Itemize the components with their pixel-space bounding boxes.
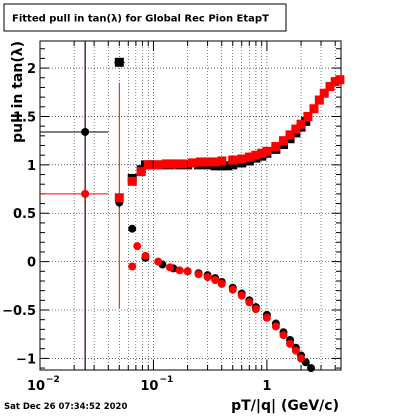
data-point-circle: [133, 242, 142, 251]
data-point-circle: [81, 127, 90, 136]
data-point-circle: [203, 273, 212, 282]
data-point-square: [148, 160, 158, 170]
grid: [40, 41, 341, 370]
data-point-square: [309, 104, 319, 114]
data-point-square: [330, 77, 340, 87]
data-point-circle: [128, 224, 137, 233]
y-tick-label: 2: [27, 62, 36, 77]
data-point-square: [314, 95, 324, 105]
data-point-circle: [228, 285, 237, 294]
y-tick-label: 1.5: [13, 110, 36, 125]
data-point-square: [278, 136, 288, 146]
data-point-circle: [154, 257, 163, 266]
data-point-square: [177, 159, 187, 169]
data-point-square: [291, 124, 301, 134]
x-tick-exponent: −2: [46, 375, 60, 385]
data-point-square: [114, 57, 124, 67]
timestamp: Sat Dec 26 07:34:52 2020: [4, 402, 127, 412]
data-point-square: [143, 160, 153, 170]
data-point-square: [251, 150, 261, 160]
data-point-circle: [271, 322, 280, 331]
data-point-circle: [279, 331, 288, 340]
data-point-square: [335, 75, 345, 85]
series-red: [81, 75, 345, 363]
y-tick-label: −1: [16, 352, 36, 367]
data-point-square: [114, 193, 124, 203]
data-point-square: [301, 116, 311, 126]
data-point-circle: [297, 354, 306, 363]
data-point-square: [228, 160, 238, 170]
data-point-square: [183, 160, 193, 170]
data-point-square: [237, 154, 247, 164]
data-point-square: [271, 141, 281, 151]
data-point-square: [187, 158, 197, 168]
data-point-square: [217, 161, 227, 171]
data-point-square: [223, 161, 233, 171]
data-point-circle: [245, 298, 254, 307]
error-bars: [40, 41, 125, 370]
x-axis-label: pT/|q| (GeV/c): [231, 398, 339, 414]
data-point-square: [136, 167, 146, 177]
data-point-circle: [128, 262, 137, 271]
data-point-square: [196, 157, 206, 167]
data-point-circle: [166, 263, 175, 272]
data-point-square: [168, 159, 178, 169]
data-point-circle: [217, 279, 226, 288]
data-point-square: [127, 176, 137, 186]
x-tick-label: 10: [27, 379, 45, 394]
data-point-square: [228, 155, 238, 165]
x-tick-label: 1: [262, 379, 271, 394]
data-point-square: [217, 156, 227, 166]
y-tick-label: 0: [27, 256, 36, 271]
data-point-square: [257, 148, 267, 158]
data-point-circle: [81, 189, 90, 198]
data-point-circle: [262, 313, 271, 322]
data-point-circle: [251, 305, 260, 314]
y-tick-label: 0.5: [13, 207, 36, 222]
data-point-circle: [141, 251, 150, 260]
data-point-square: [285, 130, 295, 140]
data-marks: [81, 57, 345, 373]
data-point-square: [325, 81, 335, 91]
data-point-square: [244, 152, 254, 162]
x-tick-exponent: −1: [159, 375, 173, 385]
data-point-square: [262, 146, 272, 156]
data-point-circle: [175, 266, 184, 275]
y-axis-label: pull in tan(λ): [10, 41, 26, 143]
plot-frame: [39, 40, 342, 371]
data-point-circle: [237, 291, 246, 300]
data-point-square: [210, 157, 220, 167]
data-point-square: [203, 157, 213, 167]
data-point-circle: [307, 364, 316, 373]
x-tick-label: 10: [140, 379, 158, 394]
data-point-circle: [183, 267, 192, 276]
data-point-square: [153, 160, 163, 170]
data-point-circle: [291, 346, 300, 355]
data-point-square: [296, 119, 306, 129]
data-point-square: [161, 159, 171, 169]
y-tick-label: 1: [27, 159, 36, 174]
chart-title: Fitted pull in tan(λ) for Global Rec Pio…: [12, 14, 269, 25]
data-point-square: [319, 88, 329, 98]
data-point-circle: [194, 270, 203, 279]
data-point-circle: [286, 339, 295, 348]
data-point-circle: [211, 276, 220, 285]
title-box: [3, 3, 287, 32]
data-point-square: [303, 111, 313, 121]
y-tick-label: −0.5: [2, 304, 36, 319]
